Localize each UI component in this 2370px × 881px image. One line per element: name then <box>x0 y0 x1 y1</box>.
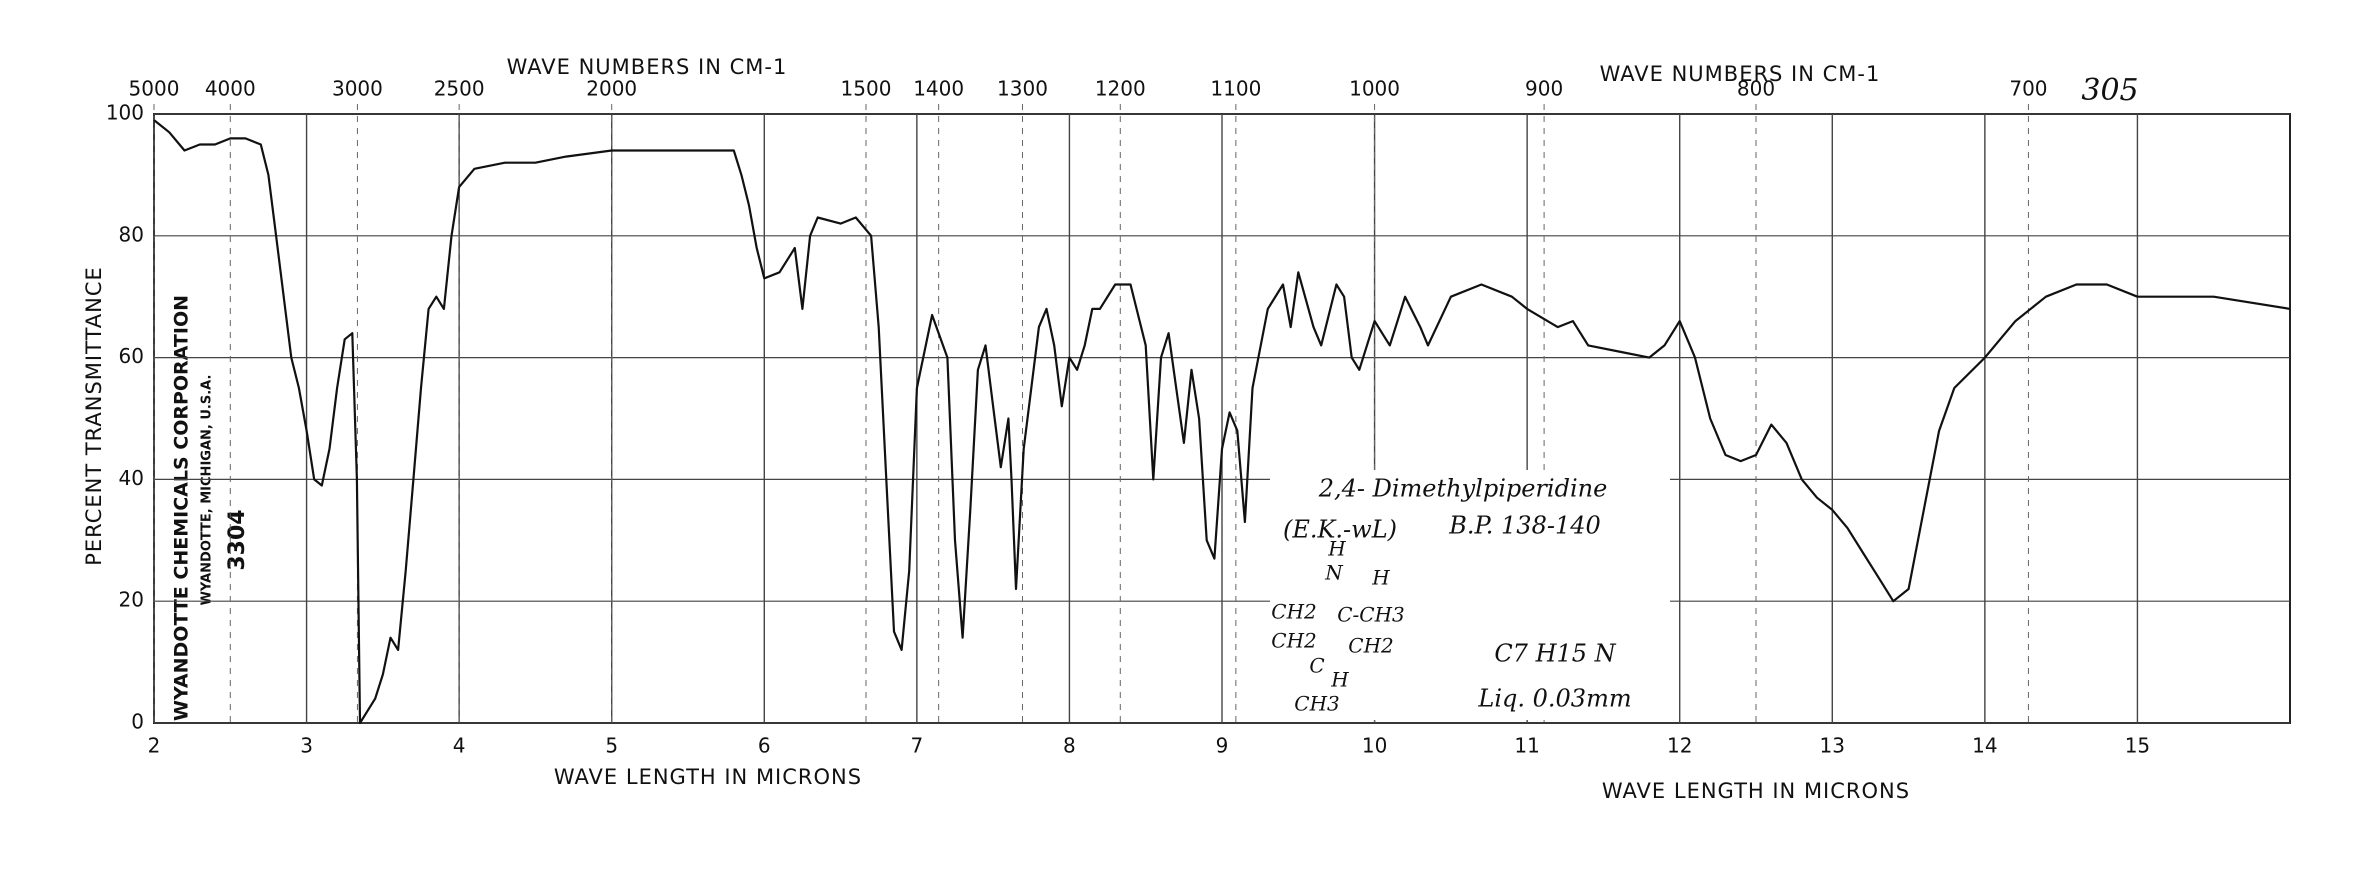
top-tick-label: 800 <box>1737 77 1775 101</box>
annotation: 2,4- Dimethylpiperidine <box>1318 475 1608 503</box>
x-tick-label: 7 <box>910 734 923 758</box>
top-tick-label: 1100 <box>1210 77 1261 101</box>
x-tick-label: 6 <box>758 734 771 758</box>
y-tick-label: 60 <box>119 344 144 368</box>
annotation: N <box>1324 561 1344 585</box>
y-tick-label: 100 <box>106 101 144 125</box>
x-axis-title: WAVE LENGTH IN MICRONS <box>1602 779 1910 803</box>
x-tick-label: 4 <box>453 734 466 758</box>
x-tick-label: 11 <box>1514 734 1539 758</box>
page-number: 305 <box>2081 73 2138 108</box>
top-tick-label: 900 <box>1525 77 1563 101</box>
y-tick-label: 0 <box>131 710 144 734</box>
top-tick-label: 5000 <box>129 77 180 101</box>
annotation: C7 H15 N <box>1494 640 1616 668</box>
top-axis-title: WAVE NUMBERS IN CM-1 <box>1600 62 1881 86</box>
spectrum-line <box>153 119 2291 725</box>
top-tick-label: 3000 <box>332 77 383 101</box>
x-tick-label: 8 <box>1063 734 1076 758</box>
y-tick-label: 20 <box>119 588 144 612</box>
x-tick-label: 9 <box>1216 734 1229 758</box>
x-tick-label: 14 <box>1972 734 1997 758</box>
annotation: CH3 <box>1294 692 1339 716</box>
y-axis-title: PERCENT TRANSMITTANCE <box>82 266 106 566</box>
annotation: (E.K.-wL) <box>1283 516 1397 544</box>
serial: 3304 <box>225 509 250 570</box>
x-tick-label: 12 <box>1667 734 1692 758</box>
x-axis-title: WAVE LENGTH IN MICRONS <box>554 765 862 789</box>
annotation: H <box>1330 668 1349 692</box>
x-tick-label: 15 <box>2125 734 2150 758</box>
x-tick-label: 2 <box>148 734 161 758</box>
annotation: H <box>1371 566 1390 590</box>
x-tick-label: 5 <box>605 734 618 758</box>
annotation: B.P. 138-140 <box>1448 512 1601 540</box>
annotation: Liq. 0.03mm <box>1477 685 1631 713</box>
x-tick-label: 3 <box>300 734 313 758</box>
top-tick-label: 1300 <box>997 77 1048 101</box>
x-tick-label: 13 <box>1820 734 1845 758</box>
annotation: H <box>1327 537 1346 561</box>
address: WYANDOTTE, MICHIGAN, U.S.A. <box>200 375 215 606</box>
y-tick-label: 40 <box>119 466 144 490</box>
top-tick-label: 2500 <box>434 77 485 101</box>
y-tick-label: 80 <box>119 222 144 246</box>
annotation: C-CH3 <box>1337 603 1405 627</box>
company: WYANDOTTE CHEMICALS CORPORATION <box>171 295 193 721</box>
top-tick-label: 2000 <box>586 77 637 101</box>
top-axis-title: WAVE NUMBERS IN CM-1 <box>507 55 788 79</box>
annotation: C <box>1309 654 1324 678</box>
annotation: CH2 <box>1271 629 1316 653</box>
top-tick-label: 1200 <box>1095 77 1146 101</box>
top-tick-label: 1500 <box>841 77 892 101</box>
top-tick-label: 1000 <box>1349 77 1400 101</box>
top-tick-label: 1400 <box>913 77 964 101</box>
note-panel <box>1270 470 1670 720</box>
annotation: CH2 <box>1348 634 1393 658</box>
top-tick-label: 4000 <box>205 77 256 101</box>
top-tick-label: 700 <box>2009 77 2047 101</box>
x-tick-label: 10 <box>1362 734 1387 758</box>
annotation: CH2 <box>1271 600 1316 624</box>
